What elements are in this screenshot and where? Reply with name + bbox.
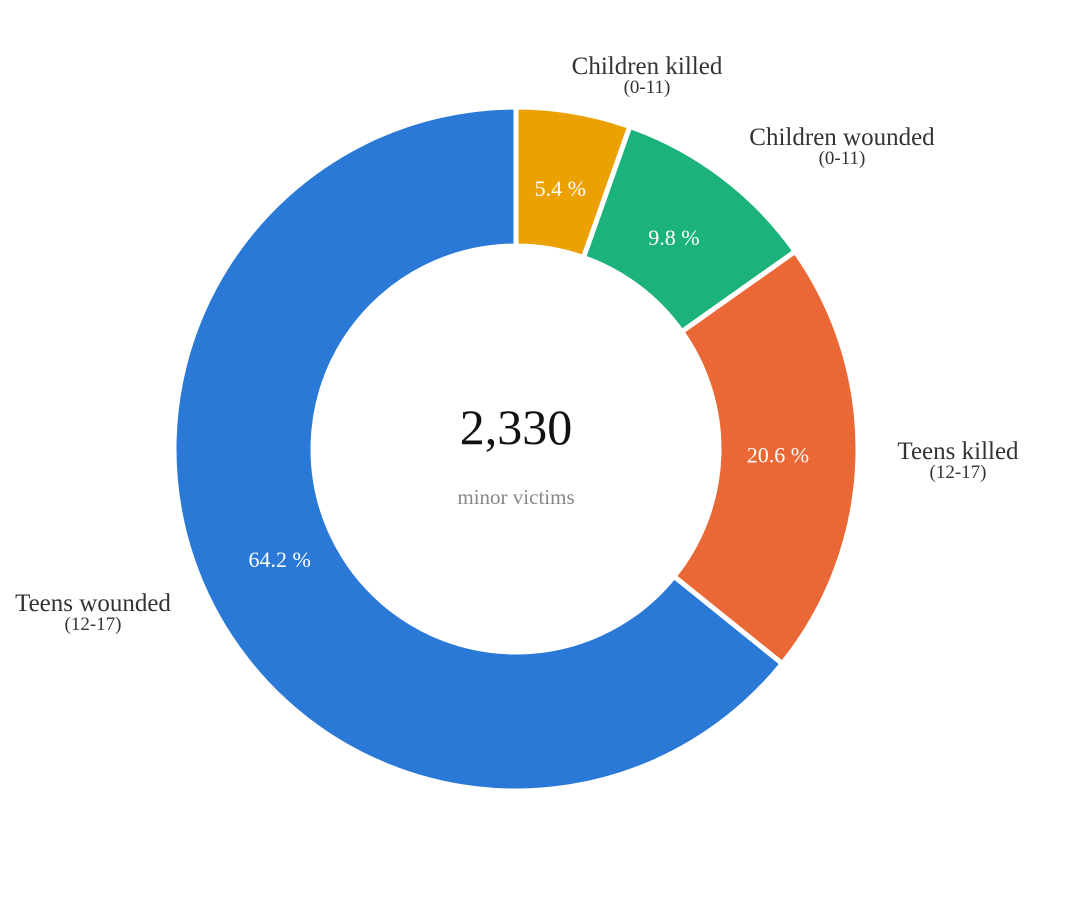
slice-category-age-range: (0-11) (819, 148, 866, 169)
slice-percent-labels: 5.4 % 9.8 % 20.6 % 64.2 % (248, 176, 809, 572)
slice-category-name: Children wounded (749, 124, 935, 151)
slice-category-age-range: (12-17) (930, 462, 987, 483)
slice-teens-wounded (171, 104, 786, 794)
slice-percent-label: 5.4 % (535, 176, 586, 201)
slice-teens-killed (670, 247, 861, 668)
slice-category-age-range: (0-11) (624, 77, 671, 98)
slice-percent-label: 20.6 % (747, 442, 809, 467)
slice-category-name: Teens wounded (15, 590, 171, 617)
center-total: 2,330 (460, 399, 573, 455)
slice-percent-label: 9.8 % (648, 225, 699, 250)
slice-percent-label: 64.2 % (248, 547, 310, 572)
slice-category-labels: Children killed(0-11)Children wounded(0-… (15, 53, 1019, 635)
center-caption: minor victims (457, 485, 574, 509)
slice-category-name: Children killed (572, 53, 723, 80)
slice-category-age-range: (12-17) (65, 614, 122, 635)
donut-slices (171, 104, 861, 794)
donut-center: 2,330 minor victims (457, 399, 574, 509)
slice-category-name: Teens killed (897, 438, 1019, 465)
